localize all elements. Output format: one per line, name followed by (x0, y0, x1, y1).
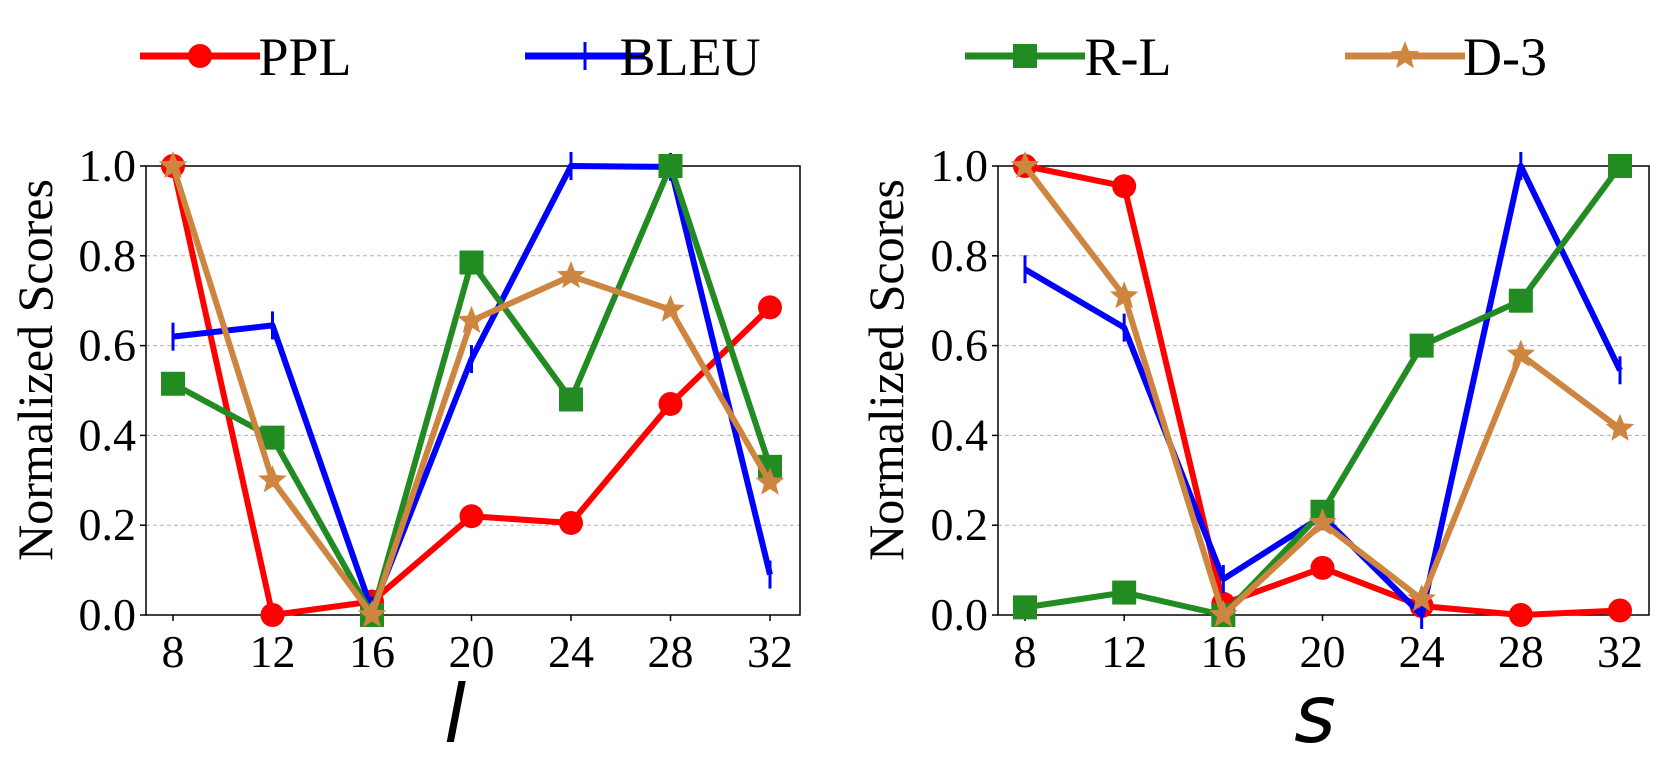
x-tick-label: 24 (548, 626, 594, 677)
data-point (1409, 333, 1434, 358)
data-point (1608, 154, 1632, 178)
y-tick-label: 0.2 (931, 499, 989, 550)
data-point (459, 250, 484, 275)
data-point (1109, 281, 1139, 309)
x-tick-label: 20 (1300, 626, 1346, 677)
legend-label: D-3 (1463, 27, 1547, 87)
series-line (170, 165, 773, 618)
data-point (1013, 595, 1037, 620)
data-point (559, 510, 583, 535)
y-tick-label: 1.0 (79, 140, 137, 191)
y-tick-label: 0.0 (79, 589, 137, 640)
data-point (758, 295, 782, 320)
series-bleu (171, 152, 773, 625)
data-point (559, 387, 583, 412)
legend-label: BLEU (620, 27, 761, 87)
series-d-3 (158, 151, 785, 628)
data-point (658, 391, 683, 416)
plot-frame (145, 165, 801, 616)
data-point (1209, 600, 1238, 628)
chart-panel-l: Normalized Scores l 0.0 0.2 0.4 0.6 0.8 1.0 8 1… (7, 140, 801, 761)
data-point (260, 603, 285, 627)
data-point (1605, 413, 1635, 441)
legend-entry-ppl: PPL (140, 27, 352, 87)
x-axis-label: l (444, 668, 466, 761)
data-point (258, 465, 287, 493)
y-tick-label: 0.0 (931, 589, 989, 640)
data-point (658, 154, 683, 178)
data-point (1308, 508, 1337, 536)
data-point (1310, 555, 1335, 580)
data-point (1407, 584, 1436, 612)
x-tick-label: 20 (449, 626, 495, 677)
legend-entry-r-l: R-L (965, 27, 1172, 87)
legend: PPL BLEU R-L D-3 (140, 27, 1547, 87)
y-tick-label: 0.8 (931, 230, 989, 281)
series-r-l (161, 154, 782, 627)
series-ppl (1013, 154, 1632, 627)
y-axis-label: Normalized Scores (7, 179, 63, 561)
series-line (1024, 163, 1621, 618)
data-point (1010, 151, 1040, 179)
plot-frame (997, 165, 1650, 616)
data-point (158, 151, 188, 179)
data-point (556, 261, 586, 289)
y-tick-label: 0.8 (79, 230, 137, 281)
data-point (459, 504, 484, 529)
x-tick-label: 12 (1101, 626, 1147, 677)
data-point (1508, 288, 1533, 313)
y-tick-label: 0.4 (79, 409, 137, 460)
y-tick-label: 1.0 (931, 140, 989, 191)
x-tick-label: 8 (1014, 626, 1037, 677)
data-point (755, 467, 785, 495)
legend-marker (1013, 44, 1037, 68)
data-point (457, 305, 486, 333)
x-tick-label: 28 (1498, 626, 1544, 677)
x-tick-label: 32 (1597, 626, 1643, 677)
x-tick-label: 16 (349, 626, 395, 677)
data-point (357, 600, 387, 628)
x-axis-label: s (1294, 668, 1336, 761)
series-line (1023, 163, 1623, 618)
data-point (1508, 603, 1533, 627)
x-tick-label: 24 (1399, 626, 1445, 677)
y-tick-label: 0.4 (931, 409, 989, 460)
legend-label: PPL (258, 27, 351, 87)
x-tick-label: 28 (648, 626, 694, 677)
x-tick-label: 16 (1200, 626, 1246, 677)
data-point (1112, 580, 1137, 605)
data-point (161, 371, 185, 396)
y-axis-label: Normalized Scores (858, 179, 914, 561)
data-point (656, 294, 685, 322)
x-tick-label: 12 (250, 626, 296, 677)
x-tick-label: 8 (162, 626, 185, 677)
legend-entry-bleu: BLEU (525, 27, 761, 87)
x-tick-label: 32 (747, 626, 793, 677)
y-tick-label: 0.6 (79, 320, 137, 371)
legend-marker (188, 44, 212, 68)
series-line (172, 163, 773, 614)
data-point (1112, 174, 1137, 199)
series-d-3 (1010, 151, 1635, 628)
y-tick-label: 0.6 (931, 320, 989, 371)
legend-marker (1390, 41, 1420, 69)
chart-panel-s: Normalized Scores s 0.0 0.2 0.4 0.6 0.8 1.0 8 1… (858, 140, 1650, 761)
legend-label: R-L (1085, 27, 1172, 87)
data-point (1506, 339, 1536, 367)
y-tick-label: 0.2 (79, 499, 137, 550)
series-line (1024, 164, 1623, 618)
legend-entry-d-3: D-3 (1345, 27, 1547, 87)
data-point (1608, 598, 1632, 623)
series-line (1022, 164, 1622, 618)
